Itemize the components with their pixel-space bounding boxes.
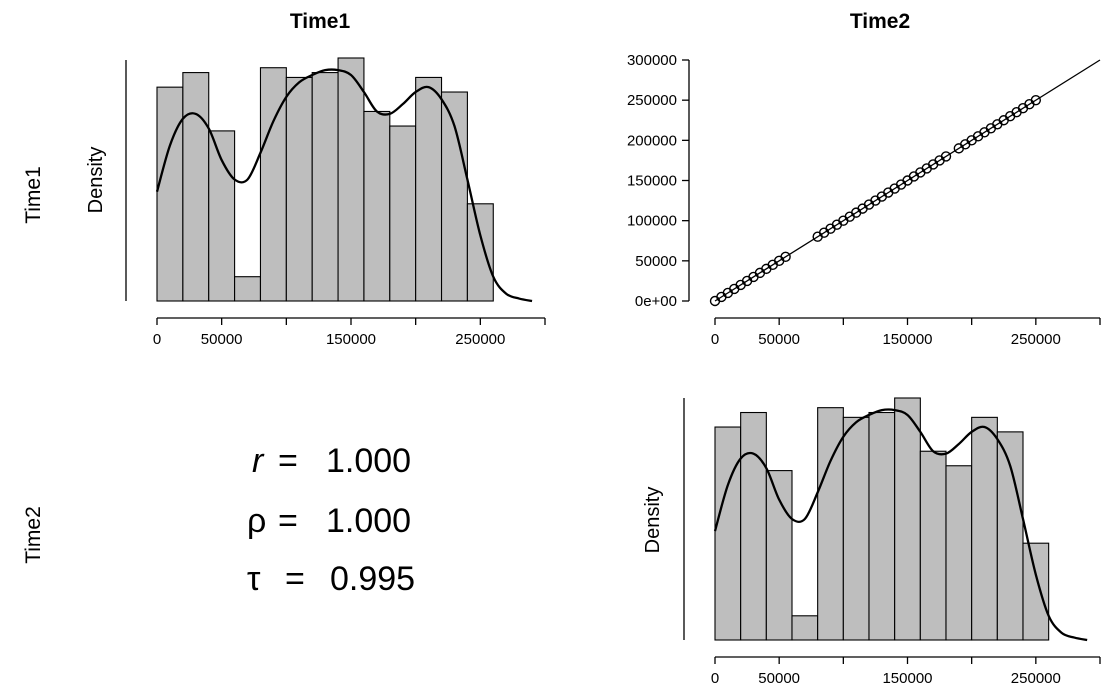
scatter-x-tick-label: 0 [711, 331, 719, 348]
scatter-point [780, 251, 791, 263]
time1-x-tick-label: 50000 [201, 331, 243, 348]
time2-histogram-bar [765, 470, 793, 641]
time1-histogram-bar [389, 125, 417, 302]
scatter-x-tick-label: 250000 [1011, 331, 1061, 348]
time2-histogram-bar [971, 416, 998, 641]
time1-x-axis: 0 50000 150000 250000 [153, 317, 546, 348]
stat-rho-equals: = [278, 502, 298, 540]
stat-rho-symbol: ρ [247, 502, 266, 540]
scatter-fit-line [714, 59, 1101, 302]
time2-density-label: Density [642, 487, 664, 554]
time2-x-axis: 0 50000 150000 250000 [711, 656, 1101, 685]
scatter-x-axis: 0 50000 150000 250000 [711, 317, 1101, 348]
time1-x-tick-label: 250000 [455, 331, 505, 348]
stat-r-value: 1.000 [326, 442, 411, 480]
time1-histogram-bar [285, 76, 313, 302]
time1-density-curve [155, 68, 533, 303]
time1-x-tick-label: 0 [153, 331, 161, 348]
time2-histogram-bars [714, 397, 1050, 641]
stat-r-symbol: r [252, 442, 265, 480]
row-header-time1: Time1 [22, 166, 45, 224]
time1-histogram-bar [311, 72, 339, 302]
time2-x-tick-label: 250000 [1011, 670, 1061, 685]
stat-rho-value: 1.000 [326, 502, 411, 540]
column-header-time2: Time2 [850, 10, 910, 33]
scatter-point [1030, 94, 1042, 106]
time1-histogram-bar [337, 57, 365, 302]
stat-tau-equals: = [285, 560, 305, 598]
time2-density-curve [713, 408, 1088, 642]
scatter-y-tick-label: 150000 [627, 173, 677, 190]
time1-histogram-bar [182, 72, 210, 302]
time2-x-tick-label: 150000 [882, 670, 932, 685]
stat-r-equals: = [278, 442, 298, 480]
time1-histogram-bar [415, 76, 443, 302]
scatter-point [940, 151, 952, 162]
scatter-y-tick-label: 200000 [627, 132, 677, 149]
row-header-time2: Time2 [22, 506, 45, 564]
time2-histogram-bar [1022, 542, 1050, 641]
time2-histogram-bar [791, 615, 819, 641]
time2-histogram-panel: Density 0 50000 150000 250000 [642, 397, 1101, 685]
time1-histogram-bars [156, 57, 494, 302]
time2-histogram-bar [740, 411, 767, 641]
time1-time2-scatter-panel: 0 50000 150000 250000 0e+00 50000 100000 15000… [627, 52, 1101, 348]
scatter-points [709, 94, 1042, 307]
time1-histogram-panel: Density 0 50000 150000 250000 [85, 57, 546, 348]
time1-histogram-bar [156, 86, 184, 302]
time2-histogram-bar [945, 465, 973, 641]
time2-x-tick-label: 0 [711, 670, 719, 685]
column-header-time1: Time1 [290, 10, 351, 33]
time2-histogram-bar [868, 411, 896, 641]
stat-tau-symbol: τ [247, 560, 261, 598]
time1-x-tick-label: 150000 [326, 331, 376, 348]
scatter-y-axis: 0e+00 50000 100000 150000 200000 250000 300000 [627, 52, 690, 310]
scatter-y-tick-label: 0e+00 [635, 293, 677, 310]
correlation-stats-panel: r = 1.000 ρ = 1.000 τ = 0.995 [247, 442, 415, 598]
time2-histogram-bar [714, 426, 742, 641]
stat-tau-value: 0.995 [330, 560, 415, 598]
scatter-y-tick-label: 100000 [627, 213, 677, 230]
time2-x-tick-label: 50000 [758, 670, 800, 685]
time1-histogram-bar [234, 276, 262, 302]
time1-histogram-bar [363, 110, 391, 302]
scatter-x-tick-label: 150000 [882, 331, 932, 348]
time2-histogram-bar [919, 450, 947, 641]
scatter-y-tick-label: 250000 [627, 92, 677, 109]
scatter-y-tick-label: 50000 [635, 253, 677, 270]
time1-histogram-bar [208, 130, 236, 302]
time1-density-label: Density [85, 147, 107, 214]
time1-histogram-bar [466, 203, 494, 302]
scatter-y-tick-label: 300000 [627, 52, 677, 69]
time2-histogram-bar [894, 397, 921, 641]
scatter-x-tick-label: 50000 [758, 331, 800, 348]
time2-histogram-bar [842, 416, 870, 641]
